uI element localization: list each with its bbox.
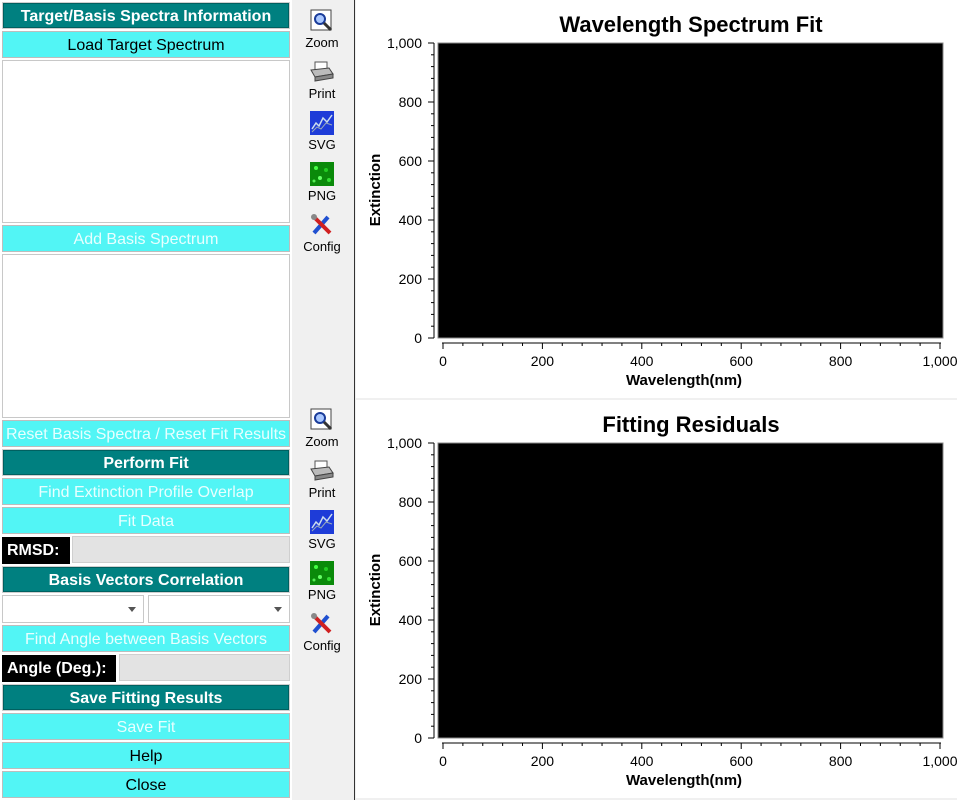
plot-area[interactable] (437, 42, 944, 339)
target-basis-header: Target/Basis Spectra Information (2, 2, 290, 29)
print-icon (310, 60, 334, 84)
rmsd-field (72, 536, 290, 563)
config-icon (310, 213, 334, 237)
config-tool-button-2[interactable]: Config (299, 612, 345, 653)
save-fitting-results-header: Save Fitting Results (2, 684, 290, 711)
x-axis-label: Wavelength(nm) (626, 372, 742, 389)
x-tick-label: 800 (829, 353, 853, 369)
x-tick-label: 0 (439, 753, 447, 769)
y-axis-label: Extinction (367, 554, 384, 627)
y-tick-label: 1,000 (387, 35, 422, 51)
zoom-tool-button[interactable]: Zoom (299, 9, 345, 50)
basis-vector-1-select[interactable] (2, 595, 144, 623)
y-tick-label: 200 (399, 271, 423, 287)
y-tick-label: 200 (399, 671, 423, 687)
x-tick-label: 1,000 (922, 353, 957, 369)
x-tick-label: 200 (531, 753, 555, 769)
y-tick-label: 600 (399, 553, 423, 569)
y-tick-label: 1,000 (387, 435, 422, 451)
divider (354, 0, 355, 800)
target-spectrum-list[interactable] (2, 60, 290, 223)
config-tool-label: Config (303, 239, 341, 254)
y-axis-label: Extinction (367, 154, 384, 227)
x-tick-label: 600 (730, 353, 754, 369)
basis-spectra-list[interactable] (2, 254, 290, 418)
chevron-down-icon (128, 607, 136, 612)
load-target-spectrum-button[interactable]: Load Target Spectrum (2, 31, 290, 58)
perform-fit-header: Perform Fit (2, 449, 290, 476)
add-basis-spectrum-button[interactable]: Add Basis Spectrum (2, 225, 290, 252)
zoom-tool-button-2[interactable]: Zoom (299, 408, 345, 449)
png-tool-label: PNG (307, 188, 337, 203)
close-button[interactable]: Close (2, 771, 290, 798)
print-tool-label: Print (308, 485, 336, 500)
plot-title: Wavelength Spectrum Fit (559, 12, 823, 37)
help-button[interactable]: Help (2, 742, 290, 769)
find-extinction-overlap-button[interactable]: Find Extinction Profile Overlap (2, 478, 290, 505)
y-tick-label: 800 (399, 94, 423, 110)
svg-tool-label: SVG (308, 137, 336, 152)
svg-export-icon (310, 510, 334, 534)
zoom-tool-label: Zoom (305, 35, 339, 50)
save-fit-button[interactable]: Save Fit (2, 713, 290, 740)
png-export-icon (310, 162, 334, 186)
y-tick-label: 0 (414, 730, 422, 746)
basis-vector-2-select[interactable] (148, 595, 290, 623)
angle-field (119, 654, 290, 681)
x-tick-label: 0 (439, 353, 447, 369)
y-tick-label: 400 (399, 612, 423, 628)
png-tool-button-2[interactable]: PNG (299, 561, 345, 602)
x-tick-label: 400 (630, 353, 654, 369)
zoom-icon (310, 9, 334, 33)
chevron-down-icon (274, 607, 282, 612)
y-tick-label: 0 (414, 330, 422, 346)
print-tool-button[interactable]: Print (299, 60, 345, 101)
print-icon (310, 459, 334, 483)
find-angle-button[interactable]: Find Angle between Basis Vectors (2, 625, 290, 652)
config-icon (310, 612, 334, 636)
reset-basis-spectra-button[interactable]: Reset Basis Spectra / Reset Fit Results (2, 420, 290, 447)
svg-tool-button-2[interactable]: SVG (299, 510, 345, 551)
x-tick-label: 1,000 (922, 753, 957, 769)
zoom-icon (310, 408, 334, 432)
plot-area[interactable] (437, 442, 944, 739)
print-tool-label: Print (308, 86, 336, 101)
x-tick-label: 800 (829, 753, 853, 769)
svg-tool-button[interactable]: SVG (299, 111, 345, 152)
x-axis-label: Wavelength(nm) (626, 772, 742, 789)
png-tool-label: PNG (307, 587, 337, 602)
x-tick-label: 600 (730, 753, 754, 769)
left-panel: Target/Basis Spectra Information Load Ta… (0, 0, 292, 800)
svg-tool-label: SVG (308, 536, 336, 551)
y-tick-label: 800 (399, 494, 423, 510)
zoom-tool-label: Zoom (305, 434, 339, 449)
x-tick-label: 200 (531, 353, 555, 369)
fit-data-button[interactable]: Fit Data (2, 507, 290, 534)
config-tool-button[interactable]: Config (299, 213, 345, 254)
x-tick-label: 400 (630, 753, 654, 769)
config-tool-label: Config (303, 638, 341, 653)
plot-title: Fitting Residuals (602, 412, 779, 437)
png-export-icon (310, 561, 334, 585)
angle-label: Angle (Deg.): (2, 655, 116, 682)
png-tool-button[interactable]: PNG (299, 162, 345, 203)
y-tick-label: 400 (399, 212, 423, 228)
basis-vectors-correlation-header: Basis Vectors Correlation (2, 566, 290, 593)
svg-export-icon (310, 111, 334, 135)
spectrum-fit-plot[interactable]: Wavelength Spectrum Fit 0 200 400 600 800 1,00… (356, 0, 957, 398)
fitting-residuals-plot[interactable]: Fitting Residuals 0 200 400 600 800 1,000 0 200 4… (356, 400, 957, 798)
print-tool-button-2[interactable]: Print (299, 459, 345, 500)
rmsd-label: RMSD: (2, 537, 70, 564)
y-tick-label: 600 (399, 153, 423, 169)
